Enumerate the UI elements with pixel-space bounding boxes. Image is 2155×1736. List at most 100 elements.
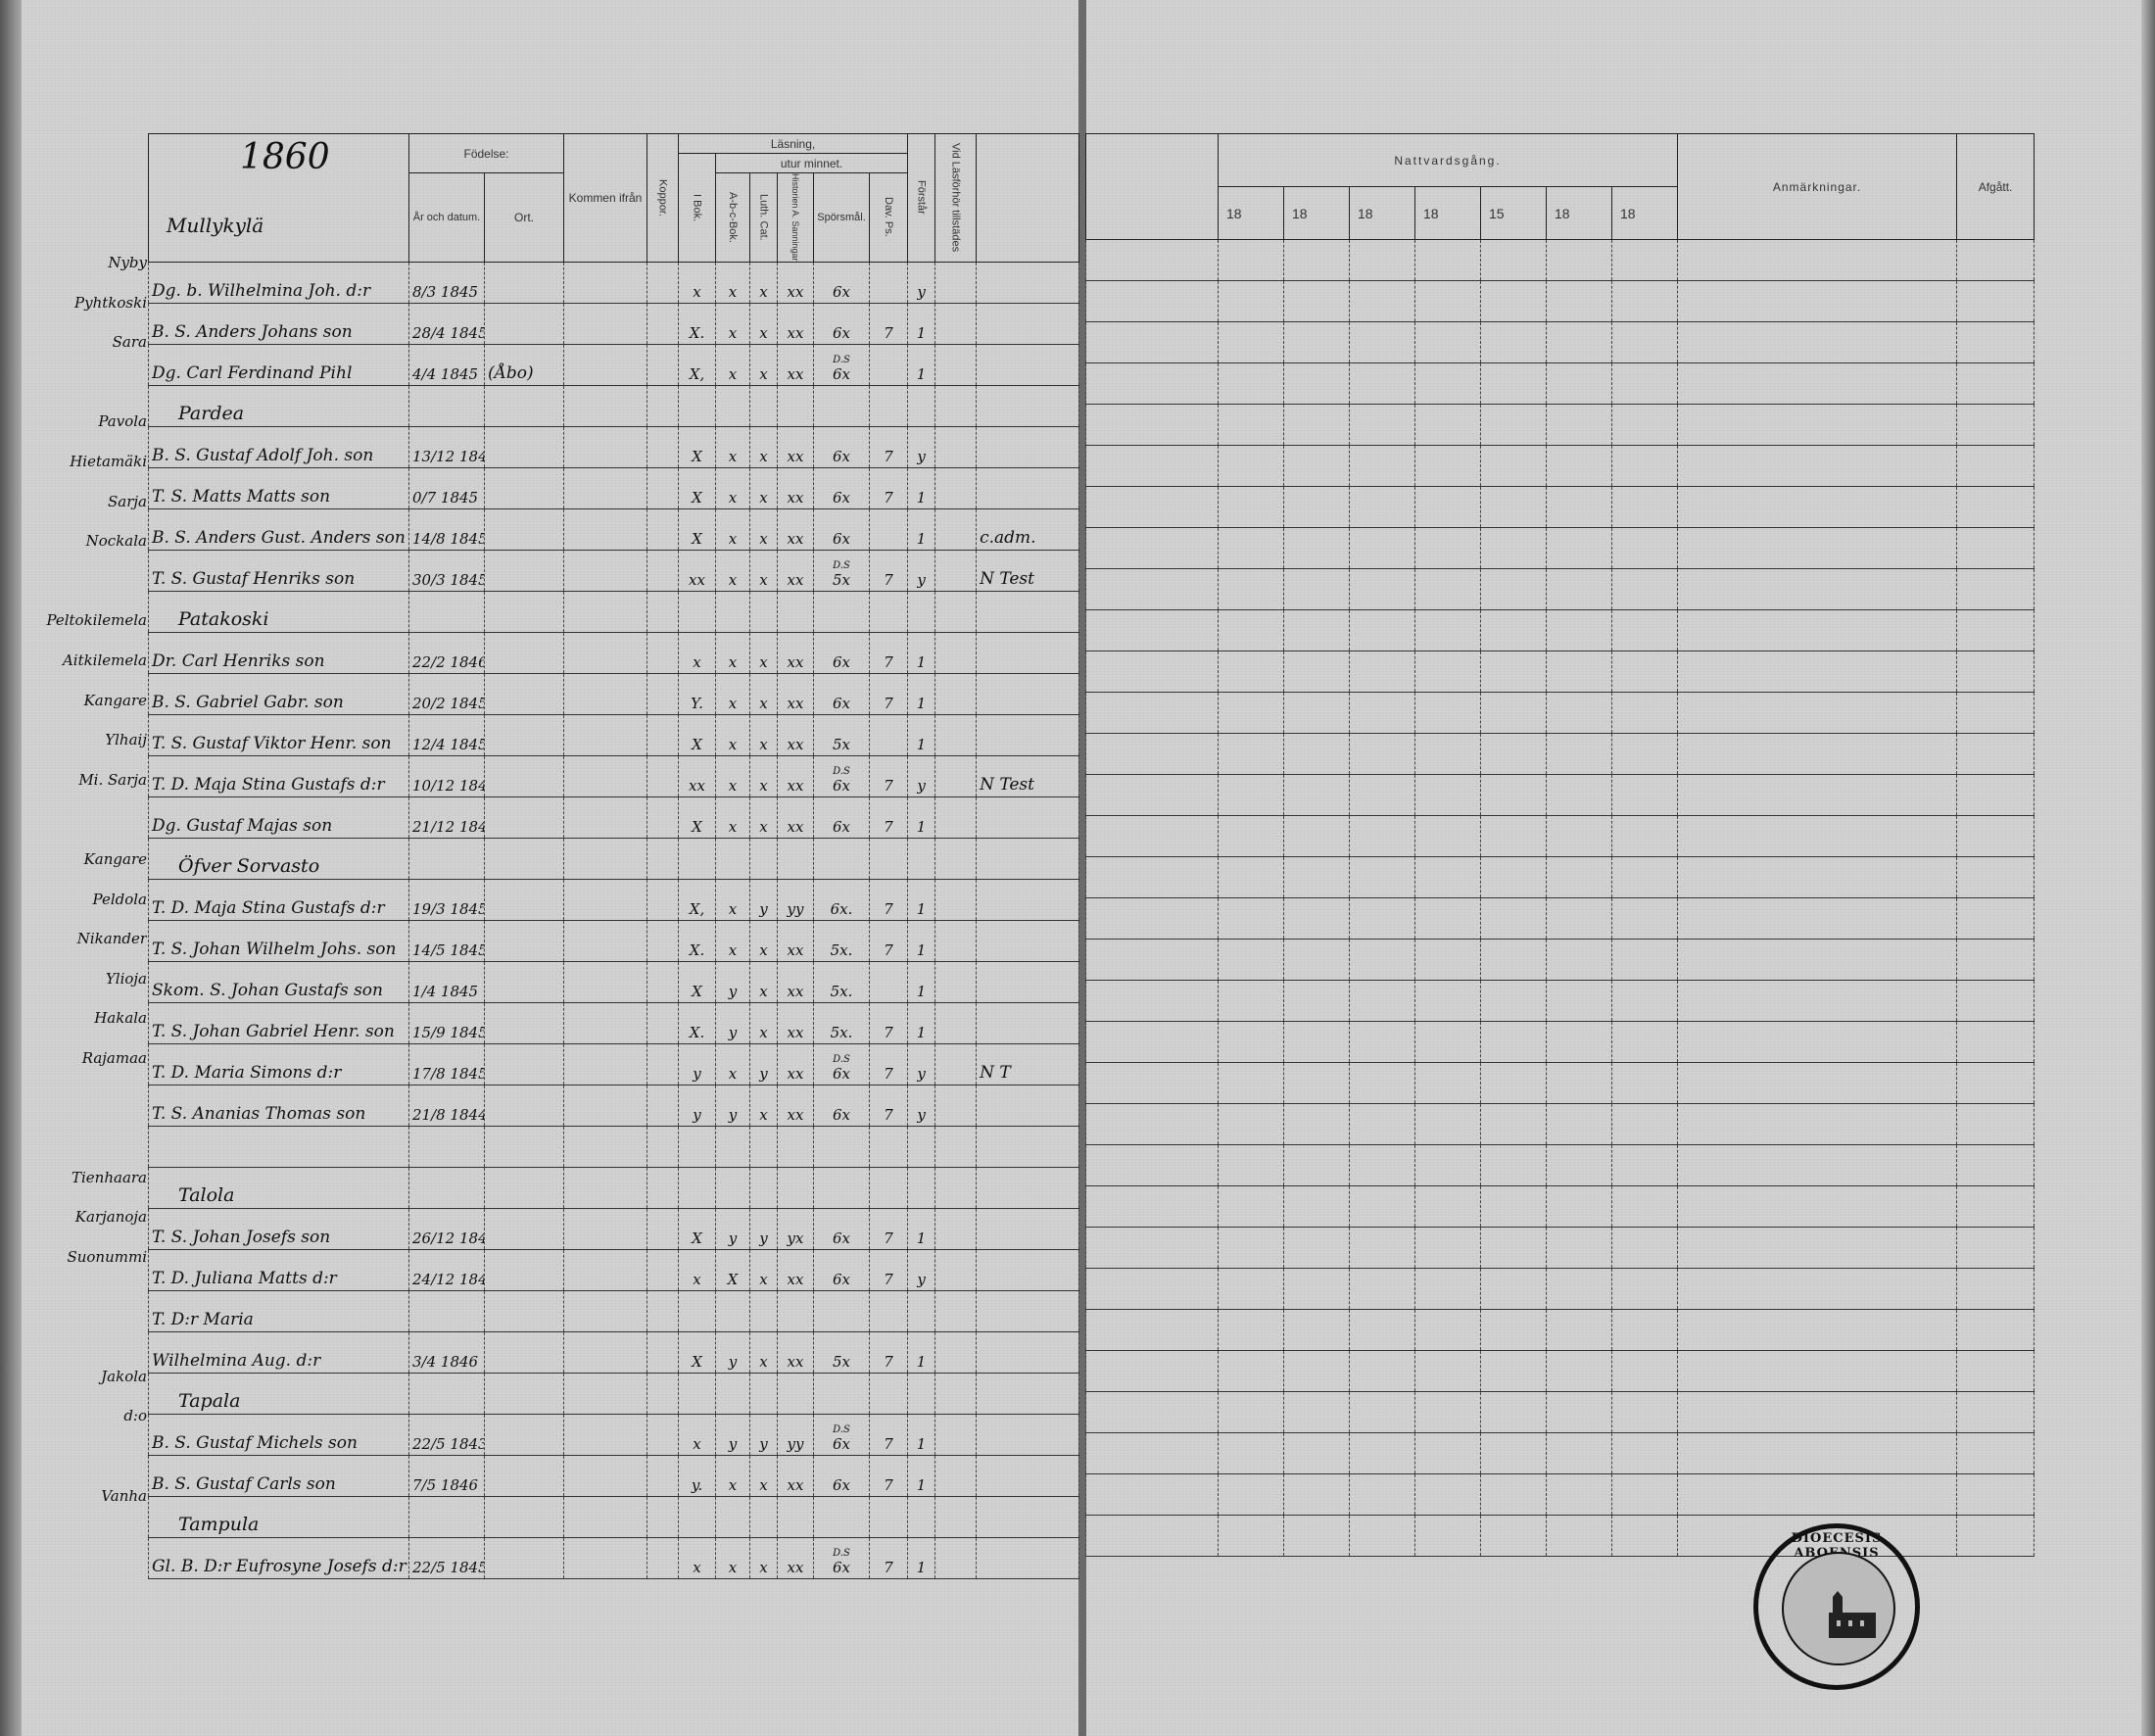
empty-cell [1085, 362, 1219, 405]
note: N T [976, 1042, 1080, 1085]
empty-cell [1610, 404, 1679, 446]
mark-abc-bok: x [715, 713, 750, 756]
birth-date: 22/5 1843 [408, 1413, 485, 1456]
empty-cell [678, 1166, 716, 1209]
mark-forstar: 1 [907, 1330, 936, 1374]
empty-cell [1480, 1391, 1547, 1433]
empty-cell [1610, 939, 1679, 981]
empty-cell [1610, 445, 1679, 487]
book-spine [1078, 0, 1086, 1736]
birth-date: 8/3 1845 [408, 261, 485, 304]
mark-forstar: y [907, 425, 936, 468]
header-year-2: 18 [1283, 186, 1350, 240]
village-name: Hietamäki [70, 453, 147, 470]
koppor [646, 713, 679, 756]
empty-cell [1283, 568, 1350, 610]
empty-cell [1414, 939, 1481, 981]
empty-cell [813, 1495, 870, 1538]
mark-forstar: 1 [907, 302, 936, 345]
birth-date: 12/4 1845 [408, 713, 485, 756]
empty-cell [1546, 404, 1612, 446]
empty-cell [1085, 980, 1219, 1022]
empty-cell [1610, 1103, 1679, 1145]
table-row [1085, 1309, 2035, 1351]
empty-cell [1610, 362, 1679, 405]
birth-place [484, 1207, 564, 1250]
note [976, 878, 1080, 921]
birth-date [408, 1289, 485, 1332]
empty-cell [1546, 527, 1612, 569]
empty-cell [1677, 1268, 1958, 1310]
empty-cell [715, 1125, 750, 1168]
vid-lasforhor [934, 261, 978, 304]
empty-cell [1349, 1391, 1415, 1433]
table-row [1085, 733, 2035, 775]
empty-cell [1414, 692, 1481, 734]
koppor [646, 1207, 679, 1250]
mark-i-bok: X [678, 466, 716, 509]
empty-cell [1677, 1144, 1958, 1186]
mark-hist: xx [777, 466, 814, 509]
village-name: Sara [112, 333, 147, 352]
mark-sporsmal: D.S 5x [813, 549, 870, 592]
empty-cell [1480, 1185, 1547, 1228]
mark-abc-bok: x [715, 507, 750, 551]
mark-abc-bok [715, 1289, 750, 1332]
empty-cell [1956, 1268, 2035, 1310]
koppor [646, 261, 679, 304]
table-row [1085, 692, 2035, 734]
empty-cell [1546, 1185, 1612, 1228]
empty-cell [749, 1372, 778, 1415]
mark-sporsmal: 6x [813, 1454, 870, 1497]
empty-cell [1480, 733, 1547, 775]
mark-forstar: 1 [907, 343, 936, 386]
mark-i-bok: xx [678, 754, 716, 797]
vid-lasforhor [934, 631, 978, 674]
table-row: T. D. Juliana Matts d:r24/12 1845xXxxx6x… [148, 1248, 1080, 1291]
empty-cell [1677, 856, 1958, 898]
table-row [1085, 568, 2035, 610]
empty-cell [907, 384, 936, 427]
empty-cell [1283, 1021, 1350, 1063]
mark-sporsmal: D.S 6x [813, 1042, 870, 1085]
village-name: Pyhtkoski [74, 293, 147, 312]
empty-cell [1414, 651, 1481, 693]
empty-cell [1349, 445, 1415, 487]
koppor [646, 343, 679, 386]
mark-i-bok: xx [678, 549, 716, 592]
mark-forstar: 1 [907, 796, 936, 839]
mark-sporsmal: 6x [813, 1248, 870, 1291]
koppor [646, 1248, 679, 1291]
empty-cell [1414, 1268, 1481, 1310]
empty-cell [1956, 815, 2035, 857]
kommen-ifran [563, 754, 647, 797]
empty-cell [1218, 1391, 1284, 1433]
mark-abc-bok: x [715, 631, 750, 674]
mark-luth-cat: x [749, 631, 778, 674]
empty-cell [976, 1166, 1080, 1209]
empty-cell [1480, 486, 1547, 528]
empty-cell [1349, 321, 1415, 363]
mark-sporsmal: 6x [813, 1084, 870, 1127]
empty-cell [1085, 445, 1219, 487]
empty-cell [1283, 362, 1350, 405]
note [976, 631, 1080, 674]
header-afgatt: Afgått. [1956, 133, 2035, 240]
mark-dav-ps: 7 [868, 1454, 909, 1497]
village-name: Mi. Sarja [78, 770, 147, 789]
empty-cell [1349, 980, 1415, 1022]
mark-sporsmal: 6x [813, 507, 870, 551]
person-name: B. S. Gustaf Carls son [148, 1454, 409, 1497]
empty-cell [1349, 527, 1415, 569]
table-row: B. S. Anders Johans son 28/4 1845 X. x x xx 6x… [148, 302, 1080, 345]
empty-cell [1956, 486, 2035, 528]
empty-cell [1956, 1144, 2035, 1186]
empty-cell [1085, 1144, 1219, 1186]
header-forstar: Förstår [907, 133, 936, 263]
mark-abc-bok: x [715, 878, 750, 921]
empty-cell [1218, 939, 1284, 981]
empty-cell [1349, 1515, 1415, 1557]
